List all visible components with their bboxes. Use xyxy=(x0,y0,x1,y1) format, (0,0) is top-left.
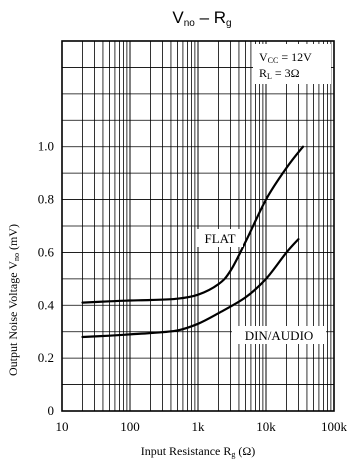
condition-rl: RL = 3Ω xyxy=(259,66,300,81)
y-tick-label: 0 xyxy=(48,403,55,418)
y-tick-label: 0.2 xyxy=(38,350,54,365)
y-tick-label: 0.4 xyxy=(38,297,55,312)
y-axis-label: Output Noise Voltage Vno (mV) xyxy=(6,224,21,376)
title-main: V xyxy=(172,8,184,27)
din-label-bg xyxy=(232,326,326,344)
curves xyxy=(81,145,305,339)
x-tick-label: 1k xyxy=(192,419,206,434)
conditions-box xyxy=(253,44,331,84)
series-line-din-audio xyxy=(81,238,300,339)
flat-label-bg xyxy=(197,229,243,247)
plot-frame xyxy=(61,40,335,412)
x-tick-label: 10k xyxy=(256,419,276,434)
y-tick-label: 0.6 xyxy=(38,244,55,259)
series-label-flat: FLAT xyxy=(204,231,235,246)
title-subscript: no xyxy=(184,18,196,29)
y-tick-labels: 0 0.2 0.4 0.6 0.8 1.0 xyxy=(38,139,55,418)
chart-title: Vno – Rg xyxy=(172,8,231,29)
x-tick-label: 100 xyxy=(120,419,140,434)
x-axis-label: Input Resistance Rg (Ω) xyxy=(141,444,256,459)
condition-vcc: VCC = 12V xyxy=(259,50,312,65)
series-label-din-audio: DIN/AUDIO xyxy=(245,328,314,343)
title-dash: – R xyxy=(195,8,226,27)
x-tick-label: 100k xyxy=(321,419,348,434)
x-tick-label: 10 xyxy=(56,419,69,434)
grid xyxy=(61,41,334,411)
series-line-flat xyxy=(81,145,305,304)
y-tick-label: 0.8 xyxy=(38,192,54,207)
x-tick-labels: 10 100 1k 10k 100k xyxy=(56,419,348,434)
y-tick-label: 1.0 xyxy=(38,139,54,154)
title-subscript-2: g xyxy=(226,18,232,29)
